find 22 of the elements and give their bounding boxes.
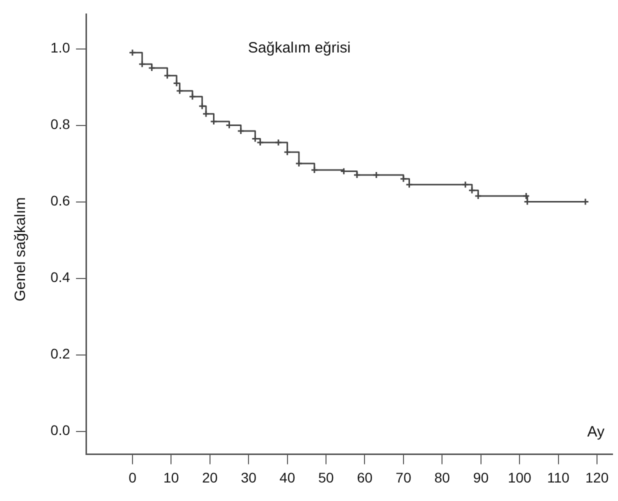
x-tick-label: 100 [508, 469, 532, 486]
y-tick-label: 0.6 [50, 192, 70, 209]
y-tick-label: 0.4 [50, 269, 70, 286]
x-tick-label: 70 [396, 469, 412, 486]
x-tick-label: 40 [280, 469, 296, 486]
x-tick-label: 110 [547, 469, 570, 486]
y-tick-label: 1.0 [50, 40, 70, 56]
x-tick-label: 0 [128, 469, 137, 486]
y-tick-label: 0.0 [50, 422, 70, 438]
x-tick-label: 10 [163, 469, 180, 486]
x-axis-title: Ay [587, 423, 605, 440]
y-axis-title: Genel sağkalım [12, 197, 30, 302]
x-tick-label: 90 [473, 469, 489, 486]
x-tick-label: 60 [356, 469, 373, 486]
x-tick-label: 80 [434, 469, 450, 486]
y-tick-label: 0.8 [50, 116, 70, 132]
x-tick-label: 50 [318, 469, 334, 486]
x-tick-label: 30 [240, 469, 257, 486]
x-tick-label: 120 [585, 469, 609, 486]
y-tick-label: 0.2 [50, 346, 70, 362]
text: Sağkalım eğrisi [248, 40, 351, 57]
x-tick-label: 20 [202, 469, 218, 486]
